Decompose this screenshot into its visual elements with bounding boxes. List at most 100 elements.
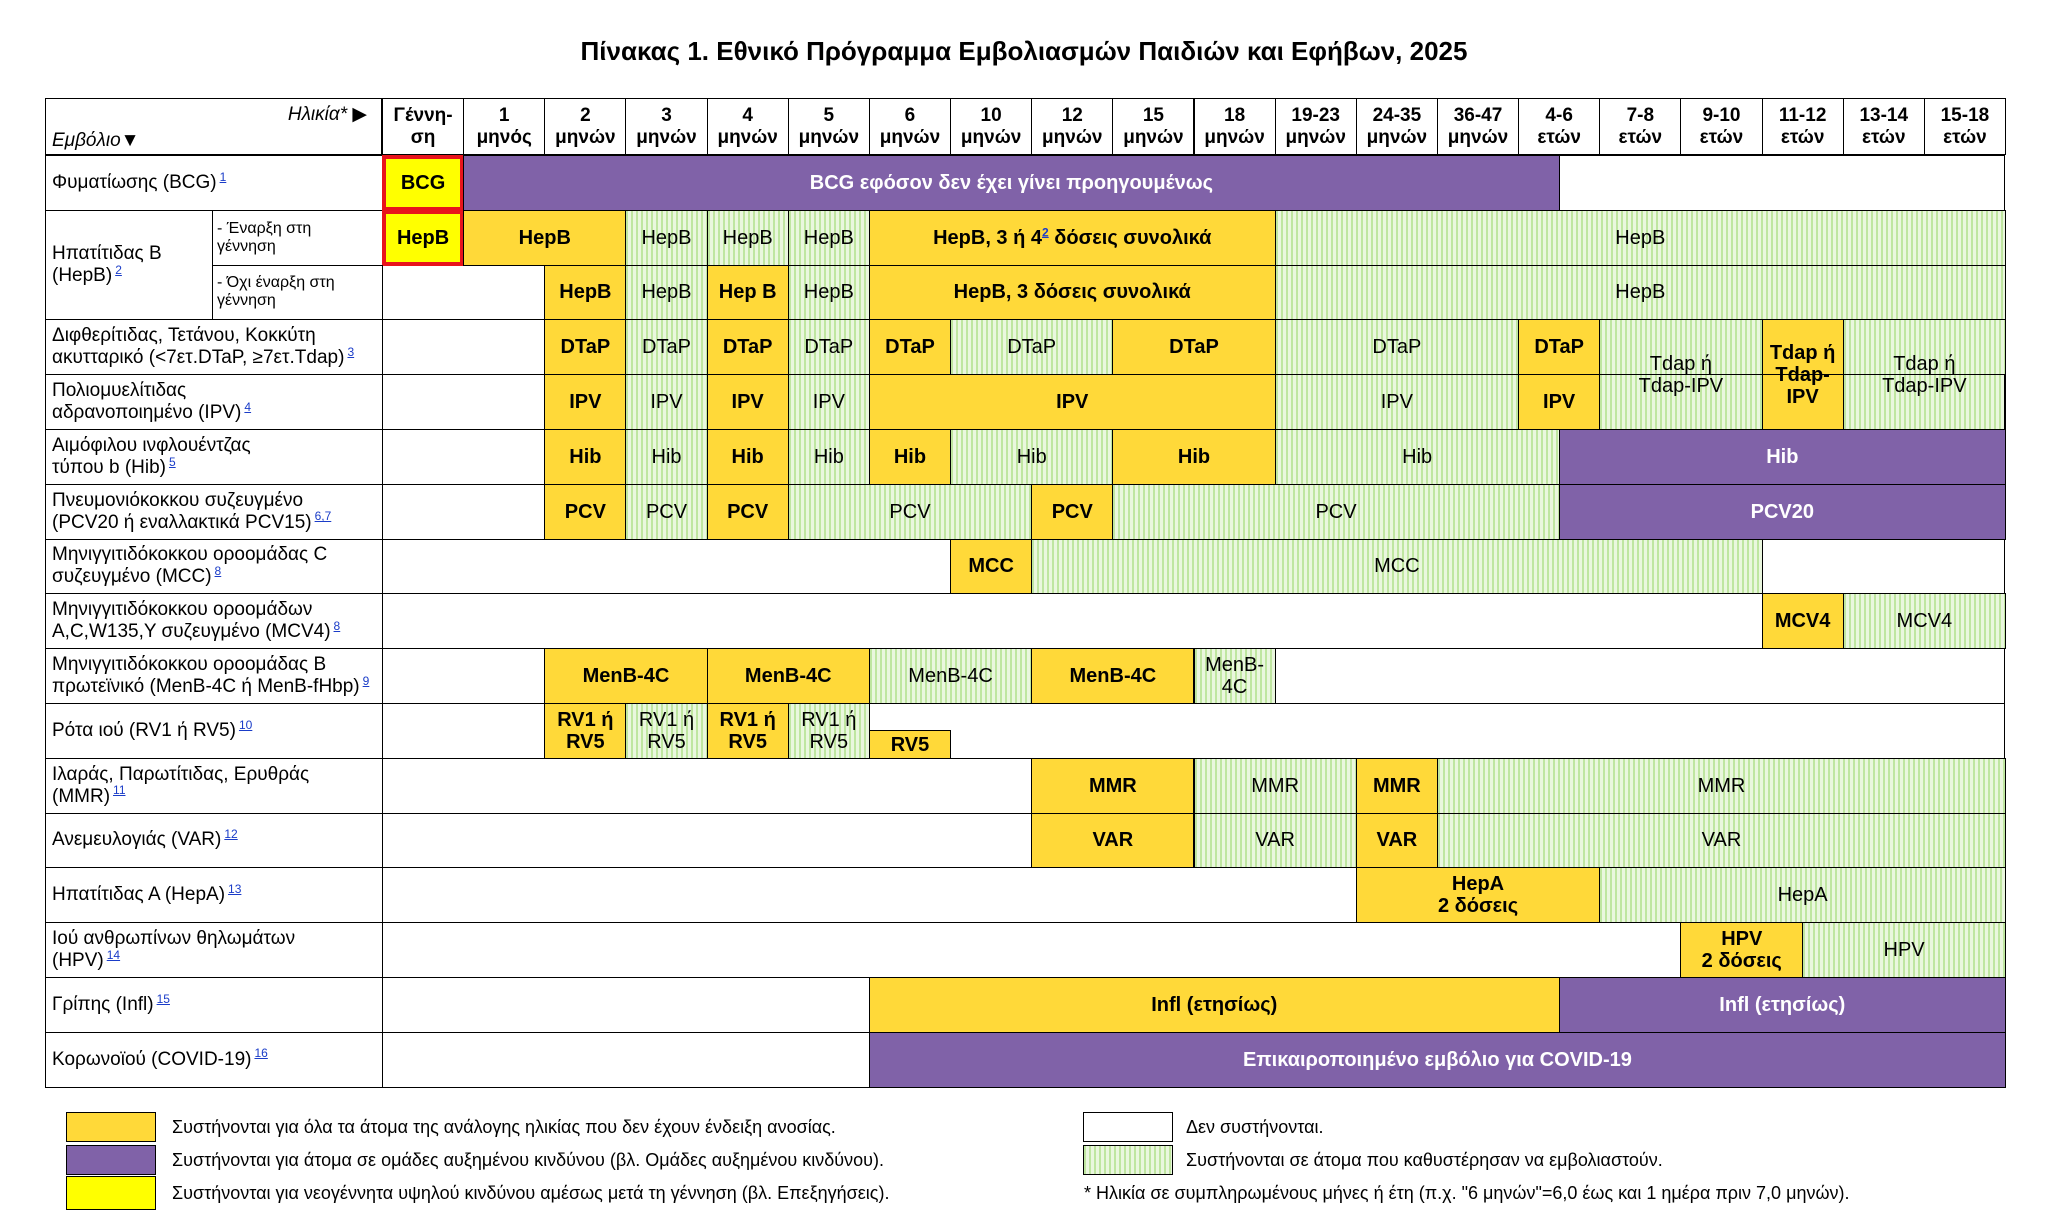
vaccine-cell: BCG εφόσον δεν έχει γίνει προηγουμένως xyxy=(463,155,1560,211)
legend-label: Δεν συστήνονται. xyxy=(1186,1117,1324,1137)
age-column-header: 13-14 ετών xyxy=(1842,98,1925,155)
cell-text: HepB xyxy=(641,226,692,249)
label-line: Πολιομυελίτιδας xyxy=(52,380,382,402)
cell-text: PCV xyxy=(1315,500,1357,523)
cell-line: HepB, 3 ή 42 δόσεις συνολικά xyxy=(933,226,1211,249)
label-text: (PCV20 ή εναλλακτικά PCV15) xyxy=(52,511,312,533)
age-column-header: Γέννη-ση xyxy=(382,98,465,155)
header-line: 15 xyxy=(1143,105,1164,127)
cell-text: IPV xyxy=(650,391,683,414)
label-line: Ιού ανθρωπίνων θηλωμάτων xyxy=(52,928,382,950)
cell-line: Hib xyxy=(732,446,764,468)
label-line: (HepB) 2 xyxy=(52,262,212,287)
cell-text: 2 δόσεις xyxy=(1701,950,1782,973)
header-text: 12 xyxy=(1061,104,1083,126)
cell-text: DTaP xyxy=(1534,336,1584,359)
cell-text: HepB xyxy=(559,281,612,304)
header-corner: Ηλικία* ▶ Εμβόλιο▼ xyxy=(45,98,382,155)
header-text: 1 xyxy=(498,104,510,126)
cell-text: DTaP xyxy=(1372,336,1422,359)
vaccine-cell: DTaP xyxy=(706,319,789,376)
cell-line: PCV xyxy=(646,501,687,523)
header-line: ετών xyxy=(1537,127,1581,149)
cell-text: Hep B xyxy=(718,281,777,304)
label-line: Κορωνοϊού (COVID-19) 16 xyxy=(52,1046,382,1071)
vaccine-cell: MenB-4C xyxy=(1031,648,1195,704)
vaccine-cell: Hib xyxy=(1112,429,1276,485)
cell-line: MenB-4C xyxy=(908,665,992,687)
vaccine-cell: IPV xyxy=(706,374,789,430)
header-text: 18 xyxy=(1224,104,1246,126)
header-line: 18 xyxy=(1224,105,1245,127)
cell-text: MenB-4C xyxy=(582,665,670,688)
cell-line: MenB- xyxy=(1205,654,1264,676)
cell-line: MMR xyxy=(1251,775,1299,797)
header-line: μηνών xyxy=(636,127,696,149)
vaccine-cell: VAR xyxy=(1436,812,2006,869)
footnote: * Ηλικία σε συμπληρωμένους μήνες ή έτη (… xyxy=(1084,1181,1850,1205)
footnote-link: 16 xyxy=(254,1046,268,1061)
vaccine-cell: DTaP xyxy=(1518,319,1601,376)
header-line: μηνών xyxy=(717,127,777,149)
cell-line: PCV xyxy=(1315,501,1356,523)
header-line: ετών xyxy=(1781,127,1825,149)
vaccine-cell: MCC xyxy=(1031,538,1763,595)
label-text: αδρανοποιημένο (IPV) xyxy=(52,402,242,424)
cell-line: RV5 xyxy=(566,731,605,753)
cell-line: MenB-4C xyxy=(745,665,832,687)
cell-line: Tdap-IPV xyxy=(1882,375,1966,397)
cell-text: HepB, 3 ή 4 xyxy=(933,226,1043,249)
header-line: μηνών xyxy=(1042,127,1102,149)
header-text: 19-23 xyxy=(1291,104,1341,126)
header-text: μηνών xyxy=(1204,126,1265,148)
cell-line: DTaP xyxy=(1169,336,1219,358)
label-line: Ηπατίτιδας Β xyxy=(52,243,212,265)
vaccine-cell: RV1 ή RV5 xyxy=(544,703,627,759)
cell-text: VAR xyxy=(1255,829,1295,852)
label-text: Διφθερίτιδας, Τετάνου, Κοκκύτη xyxy=(52,325,316,347)
cell-line: HepB xyxy=(1615,281,1665,303)
vaccine-header: Εμβόλιο▼ xyxy=(52,130,140,151)
header-line: μηνών xyxy=(1448,127,1508,149)
header-line: ετών xyxy=(1862,127,1906,149)
header-line: 19-23 xyxy=(1291,105,1340,127)
sub-label: - Όχι έναρξη στη γέννηση xyxy=(212,264,383,321)
label-text: Φυματίωσης (BCG) xyxy=(52,171,217,193)
cell-text: MenB-4C xyxy=(1069,665,1157,688)
label-line: Γρίπης (Infl) 15 xyxy=(52,993,382,1016)
cell-text: MMR xyxy=(1088,774,1137,797)
header-line: 13-14 xyxy=(1859,105,1908,127)
cell-line: Tdap- xyxy=(1775,364,1829,386)
cell-line: 2 δόσεις xyxy=(1702,950,1782,972)
cell-line: Hib xyxy=(894,446,926,468)
label-line: Ρότα ιού (RV1 ή RV5) 10 xyxy=(52,719,382,742)
vaccine-cell: DTaP xyxy=(787,319,870,376)
sub-label-line: - Έναρξη στη xyxy=(217,220,382,238)
vaccine-cell: MMR xyxy=(1193,757,1357,814)
legend-text: Δεν συστήνονται. xyxy=(1186,1115,1324,1139)
cell-line: Hep B xyxy=(719,281,777,303)
cell-line: HPV xyxy=(1884,939,1925,961)
footnote-text: * Ηλικία σε συμπληρωμένους μήνες ή έτη (… xyxy=(1084,1183,1850,1203)
cell-line: RV5 xyxy=(728,731,767,753)
vaccine-cell: IPV xyxy=(544,374,627,430)
header-line: μηνών xyxy=(880,127,940,149)
sub-label: - Έναρξη στη γέννηση xyxy=(212,209,383,266)
vaccine-cell: Hep B xyxy=(706,264,789,321)
vaccine-cell: MCV4 xyxy=(1842,593,2006,650)
footnote-link: 2 xyxy=(115,262,122,277)
cell-line: DTaP xyxy=(804,336,853,358)
legend-label: Συστήνονται για νεογέννητα υψηλού κινδύν… xyxy=(172,1183,890,1203)
cell-text: IPV xyxy=(1543,391,1576,414)
sub-label-line: γέννηση xyxy=(217,238,382,256)
cell-line: RV1 ή xyxy=(639,709,694,731)
label-line: Μηνιγγιτιδόκοκκου οροομάδας Β xyxy=(52,654,382,676)
footnote-link: 6,7 xyxy=(314,509,332,524)
vaccine-cell: MenB-4C xyxy=(1193,648,1276,704)
vaccine-cell: HepB xyxy=(787,209,870,266)
age-column-header: 7-8 ετών xyxy=(1599,98,1682,155)
vaccine-cell: IPV xyxy=(1274,374,1520,430)
header-text: ση xyxy=(410,126,436,148)
